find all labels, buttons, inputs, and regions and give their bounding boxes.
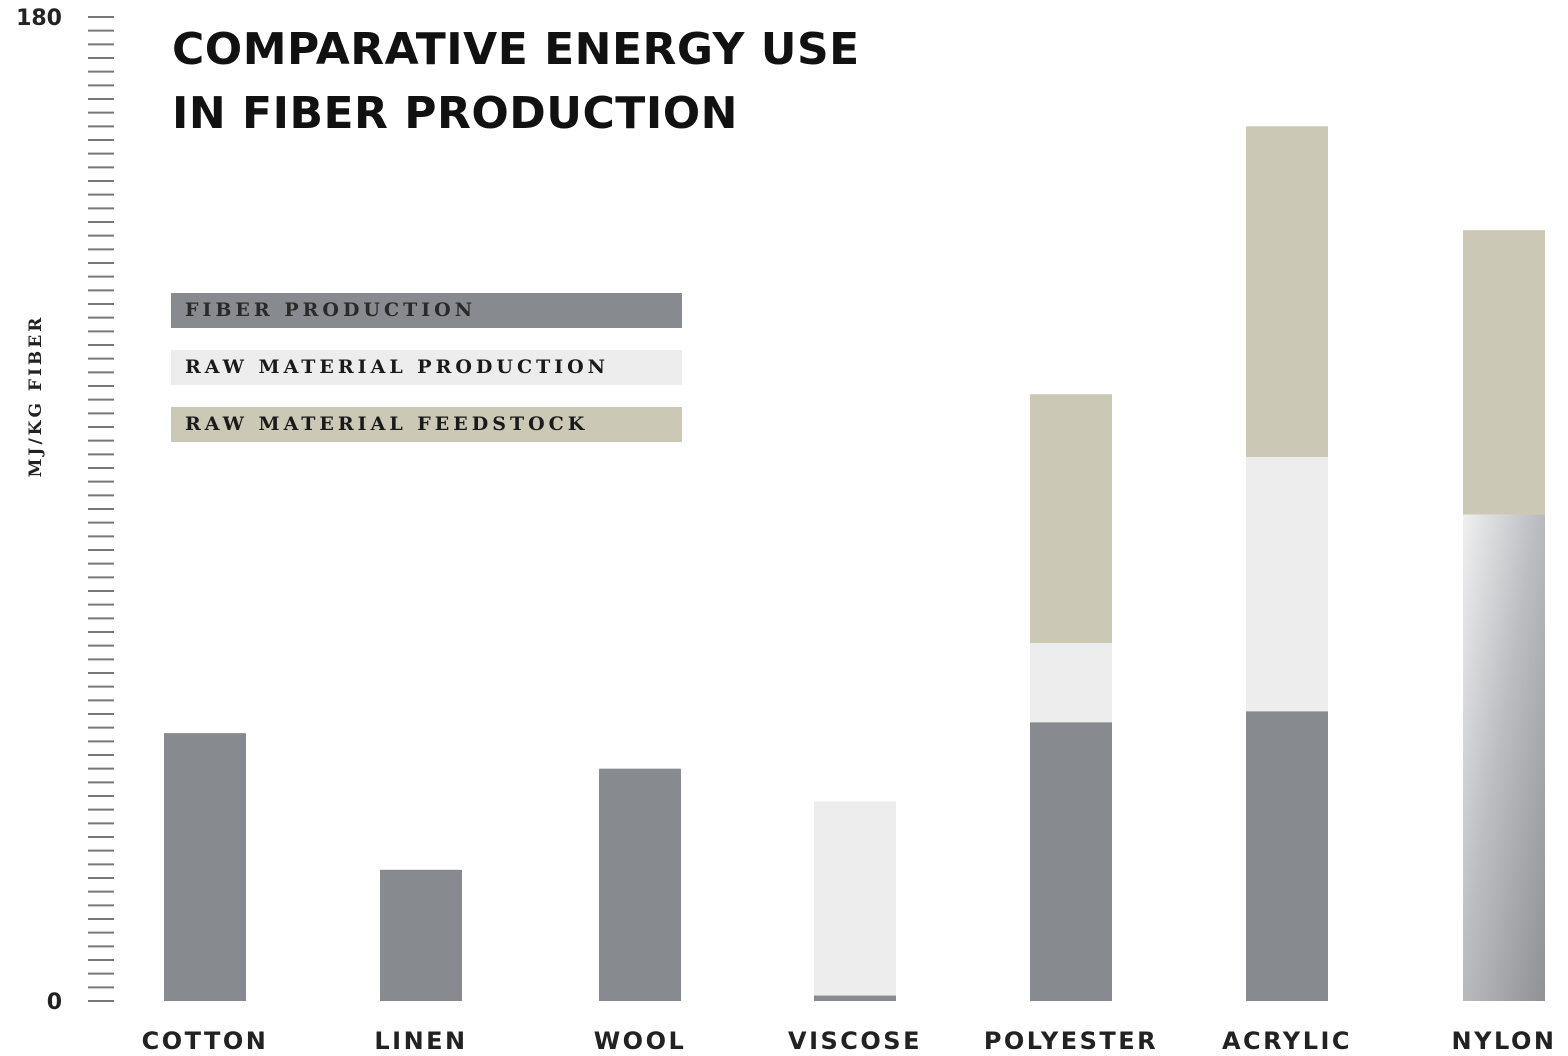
x-tick-label: NYLON [1452, 1027, 1557, 1055]
y-axis-ticks [88, 16, 114, 1002]
bar-nylon-fiber-production [1463, 514, 1545, 1001]
chart-title: COMPARATIVE ENERGY USE IN FIBER PRODUCTI… [172, 18, 860, 146]
x-tick-label: VISCOSE [788, 1027, 922, 1055]
bar-acrylic-raw-material-production [1246, 457, 1328, 712]
y-axis-tick-labels: 0 180 [16, 6, 62, 1015]
x-axis-tick-labels: COTTON LINEN WOOL VISCOSE POLYESTER ACRYLIC NY… [142, 1027, 1557, 1055]
bar-polyester-raw-material-production [1030, 642, 1112, 723]
legend-item-fiber-production: FIBER PRODUCTION [171, 293, 682, 328]
x-tick-label: LINEN [374, 1027, 467, 1055]
bar-polyester-raw-material-feedstock [1030, 394, 1112, 643]
bar-linen-fiber-production [380, 869, 462, 1001]
bar-wool-fiber-production [599, 768, 681, 1001]
x-tick-label: COTTON [142, 1027, 269, 1055]
bar-nylon-raw-material-feedstock [1463, 230, 1545, 515]
bar-viscose-raw-material-production [814, 801, 896, 996]
bar-cotton-fiber-production [164, 733, 246, 1001]
bar-viscose-fiber-production [814, 995, 896, 1001]
chart-title-line-1: COMPARATIVE ENERGY USE [172, 24, 860, 75]
x-tick-label: ACRYLIC [1222, 1027, 1352, 1055]
legend-item-raw-material-feedstock: RAW MATERIAL FEEDSTOCK [171, 407, 682, 442]
legend-item-raw-material-production: RAW MATERIAL PRODUCTION [171, 350, 682, 385]
x-tick-label: POLYESTER [984, 1027, 1158, 1055]
y-tick-label: 180 [16, 6, 62, 31]
y-tick-label: 0 [47, 990, 62, 1015]
bars [164, 126, 1545, 1001]
x-tick-label: WOOL [594, 1027, 687, 1055]
bar-acrylic-fiber-production [1246, 711, 1328, 1001]
bar-polyester-fiber-production [1030, 722, 1112, 1001]
chart-title-line-2: IN FIBER PRODUCTION [172, 88, 738, 139]
bar-acrylic-raw-material-feedstock [1246, 126, 1328, 458]
